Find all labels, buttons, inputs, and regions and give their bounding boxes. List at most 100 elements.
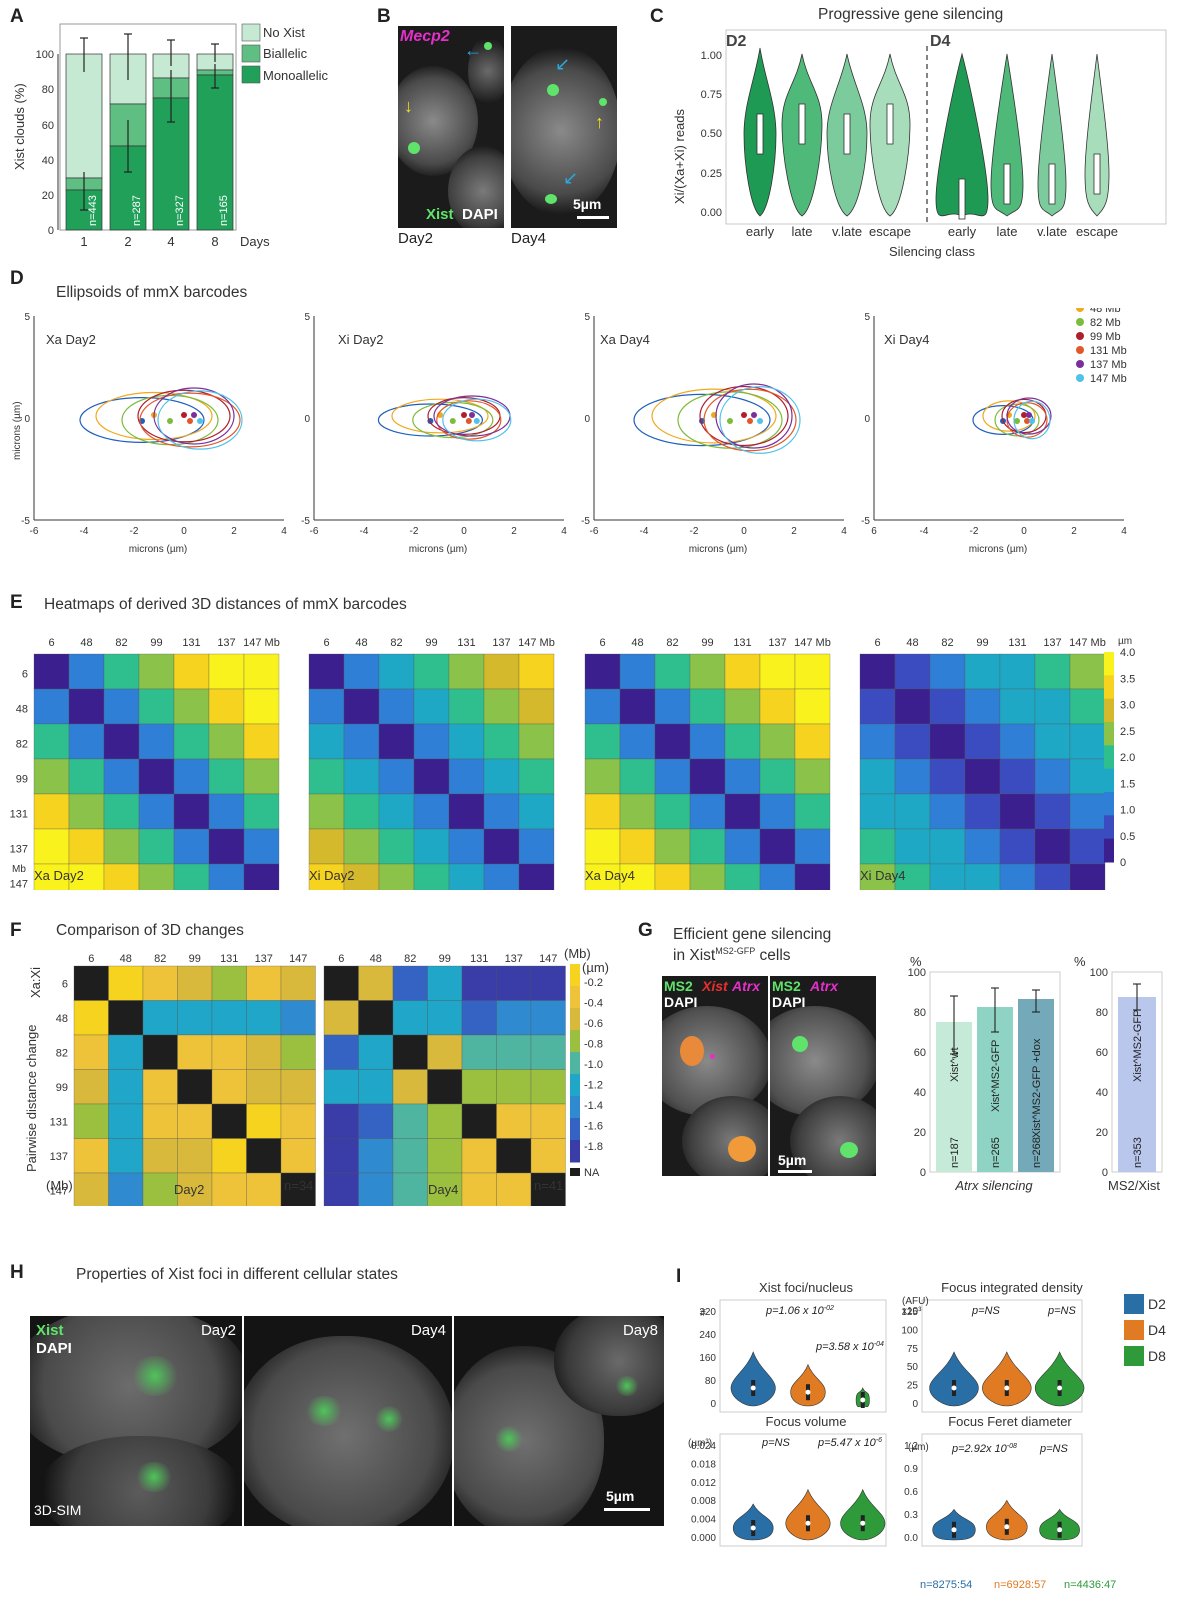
d-point: [741, 412, 747, 418]
d-legend-item: 48 Mb: [1090, 308, 1121, 315]
d-legend-item: 147 Mb: [1090, 373, 1127, 385]
e-col-label: 137: [1043, 637, 1061, 649]
f-cell: [358, 1069, 394, 1105]
h-title: Properties of Xist foci in different cel…: [76, 1266, 398, 1283]
e-cell: [724, 863, 761, 890]
d-ytick: 5: [584, 312, 590, 323]
f-colorbar-unit: (µm): [582, 960, 609, 975]
e-cell: [208, 688, 245, 725]
f-cell: [177, 1069, 213, 1105]
i-unit: #: [700, 1308, 706, 1319]
i-legend-swatch: [1124, 1294, 1144, 1314]
f-colorbar-tick: -1.4: [584, 1100, 603, 1112]
a-ylabel: Xist clouds (%): [12, 83, 27, 170]
a-n-label: n=443: [87, 195, 99, 226]
g-ytick: 80: [914, 1007, 926, 1019]
f-cell: [177, 965, 213, 1001]
c-xtick: early: [746, 224, 775, 239]
e-cell: [343, 793, 380, 830]
e-cell: [619, 793, 656, 830]
g-title-suffix: cells: [755, 947, 791, 965]
f-row-label: 48: [56, 1013, 68, 1025]
f-cell: [530, 1138, 566, 1174]
e-cell: [794, 758, 831, 795]
e-cell: [894, 758, 931, 795]
c-ytick: 1.00: [701, 50, 722, 62]
e-cell: [483, 653, 520, 690]
i-unit: (µm³): [688, 1438, 712, 1449]
f-cell: [211, 1103, 247, 1139]
h-method-label: 3D-SIM: [34, 1502, 82, 1518]
f-colorbar-seg: [570, 964, 580, 987]
e-cell: [208, 758, 245, 795]
i-p-exp: -6: [876, 1437, 882, 1444]
d-xlabel: microns (µm): [129, 544, 188, 555]
e-cell: [518, 688, 555, 725]
e-cell: [724, 828, 761, 865]
a-ytick: 0: [48, 225, 54, 237]
c-box: [1048, 163, 1056, 205]
f-cell: [461, 1000, 497, 1036]
e-cell: [103, 723, 140, 760]
d-point: [757, 418, 763, 424]
f-cell: [392, 1103, 428, 1139]
e-cell: [308, 723, 345, 760]
d-xtick: 2: [1071, 526, 1077, 537]
i-ytick: 0.000: [691, 1533, 716, 1544]
f-cell: [177, 1000, 213, 1036]
a-n-label: n=287: [131, 195, 143, 226]
g-xlabel: Atrx silencing: [954, 1178, 1033, 1193]
panel-d-chart: -6 -4 -2 0 2 450-5-6 -4 -2 0 2 450-5-6 -4 -2 0 2 450-56…: [12, 308, 1127, 555]
f-cell: [108, 1000, 144, 1036]
f-cell: [461, 1172, 497, 1206]
e-cell: [689, 863, 726, 890]
e-cell: [343, 863, 380, 890]
f-cell: [323, 1172, 359, 1206]
e-cell: [208, 653, 245, 690]
f-cell: [246, 1103, 282, 1139]
f-cell: [461, 1034, 497, 1070]
g-label-xist: Xist: [702, 978, 728, 994]
a-xtick: 8: [211, 234, 218, 249]
f-cell: [142, 1000, 178, 1036]
e-cell: [343, 828, 380, 865]
e-cell: [894, 863, 931, 890]
f-col-label: 82: [154, 953, 166, 965]
f-cell: [530, 1103, 566, 1139]
i-median: [1057, 1527, 1063, 1533]
d-xtick: 0: [1021, 526, 1027, 537]
d-ellipse: [1013, 400, 1051, 440]
b-day4-label: Day4: [511, 230, 547, 247]
i-n-label: n=6928:57: [994, 1579, 1046, 1591]
e-cell: [794, 863, 831, 890]
e-colorbar-seg: [1104, 768, 1114, 793]
c-xtick: early: [948, 224, 977, 239]
g2-ytick: 80: [1096, 1007, 1108, 1019]
f-cell: [108, 965, 144, 1001]
d-ellipse: [703, 388, 797, 452]
d-point: [197, 418, 203, 424]
i-ytick: 0.008: [691, 1496, 716, 1507]
e-cell: [724, 688, 761, 725]
d-xtick: -4: [80, 526, 89, 537]
f-cell: [246, 1172, 282, 1206]
f-colorbar-tick: -0.8: [584, 1039, 603, 1051]
g2-label-ms2: MS2: [772, 978, 801, 994]
d-xtick: -4: [920, 526, 929, 537]
e-cell: [483, 828, 520, 865]
f-cell: [392, 1138, 428, 1174]
g-label-ms2: MS2: [664, 978, 693, 994]
e-cell: [689, 828, 726, 865]
e-cell: [448, 758, 485, 795]
h-image-day2: Xist DAPI Day2 3D-SIM: [30, 1316, 242, 1526]
panel-label-c: C: [650, 6, 664, 27]
e-cell: [999, 653, 1036, 690]
e-cell: [103, 828, 140, 865]
e-cell: [724, 793, 761, 830]
h-scale-label: 5µm: [606, 1488, 635, 1504]
f-cell: [211, 1138, 247, 1174]
f-ylabel: Pairwise distance change: [24, 1025, 39, 1172]
bar-day1: [65, 53, 103, 231]
d-legend-item: 131 Mb: [1090, 345, 1127, 357]
e-cell: [173, 723, 210, 760]
